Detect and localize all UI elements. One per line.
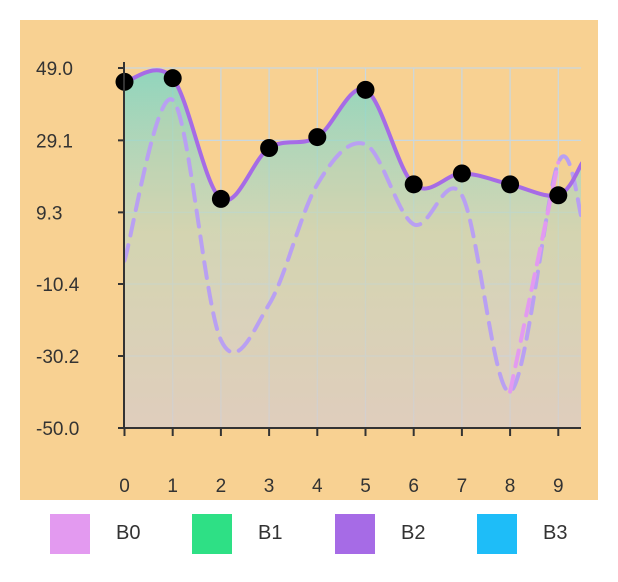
series-b0-highlight (508, 160, 561, 394)
legend-swatch-b1 (192, 514, 232, 554)
data-point (356, 80, 375, 99)
area-layer (124, 70, 581, 428)
data-point (404, 175, 423, 194)
y-tick-label: -30.2 (36, 347, 79, 368)
x-tick-label: 1 (167, 476, 178, 497)
y-tick-label: 29.1 (36, 131, 73, 152)
legend-label-b3: B3 (543, 522, 568, 544)
x-tick-label: 6 (408, 476, 419, 497)
y-tick-label: -10.4 (36, 275, 80, 296)
legend-label-b0: B0 (116, 522, 141, 544)
legend-swatch-b0 (50, 514, 90, 554)
data-point (452, 164, 471, 183)
series-b1-area (124, 70, 581, 428)
chart: 49.0 29.1 9.3 -10.4 -30.2 -50.0 0 1 2 3 4 5 6 7 8 9 (20, 20, 598, 500)
y-tick-label: -50.0 (36, 419, 79, 440)
x-tick-label: 8 (505, 476, 516, 497)
data-point (260, 139, 279, 157)
chart-panel: 49.0 29.1 9.3 -10.4 -30.2 -50.0 0 1 2 3 4 5 6 7 8 9 (20, 20, 598, 500)
legend: B0 B1 B2 B3 (0, 512, 618, 556)
legend-swatch-b2 (335, 514, 375, 554)
x-tick-label: 2 (216, 476, 227, 497)
y-tick-label: 9.3 (36, 203, 62, 224)
legend-swatch-b3 (477, 514, 517, 554)
series-b0-line (124, 97, 581, 394)
x-tick-label: 9 (553, 476, 564, 497)
x-tick-label: 0 (119, 476, 130, 497)
legend-label-b2: B2 (401, 522, 426, 544)
data-point (211, 189, 230, 208)
x-tick-label: 7 (457, 476, 468, 497)
data-point (308, 128, 327, 147)
x-tick-label: 4 (312, 476, 323, 497)
data-point (501, 175, 520, 194)
data-point (549, 186, 568, 205)
data-point (163, 69, 182, 88)
y-tick-labels: 49.0 29.1 9.3 -10.4 -30.2 -50.0 (36, 59, 80, 440)
legend-label-b1: B1 (258, 522, 283, 544)
x-tick-label: 5 (360, 476, 371, 497)
x-tick-labels: 0 1 2 3 4 5 6 7 8 9 (119, 476, 563, 497)
axes (118, 62, 581, 436)
x-tick-label: 3 (264, 476, 275, 497)
series-b3-area (124, 99, 581, 428)
y-tick-label: 49.0 (36, 59, 73, 80)
